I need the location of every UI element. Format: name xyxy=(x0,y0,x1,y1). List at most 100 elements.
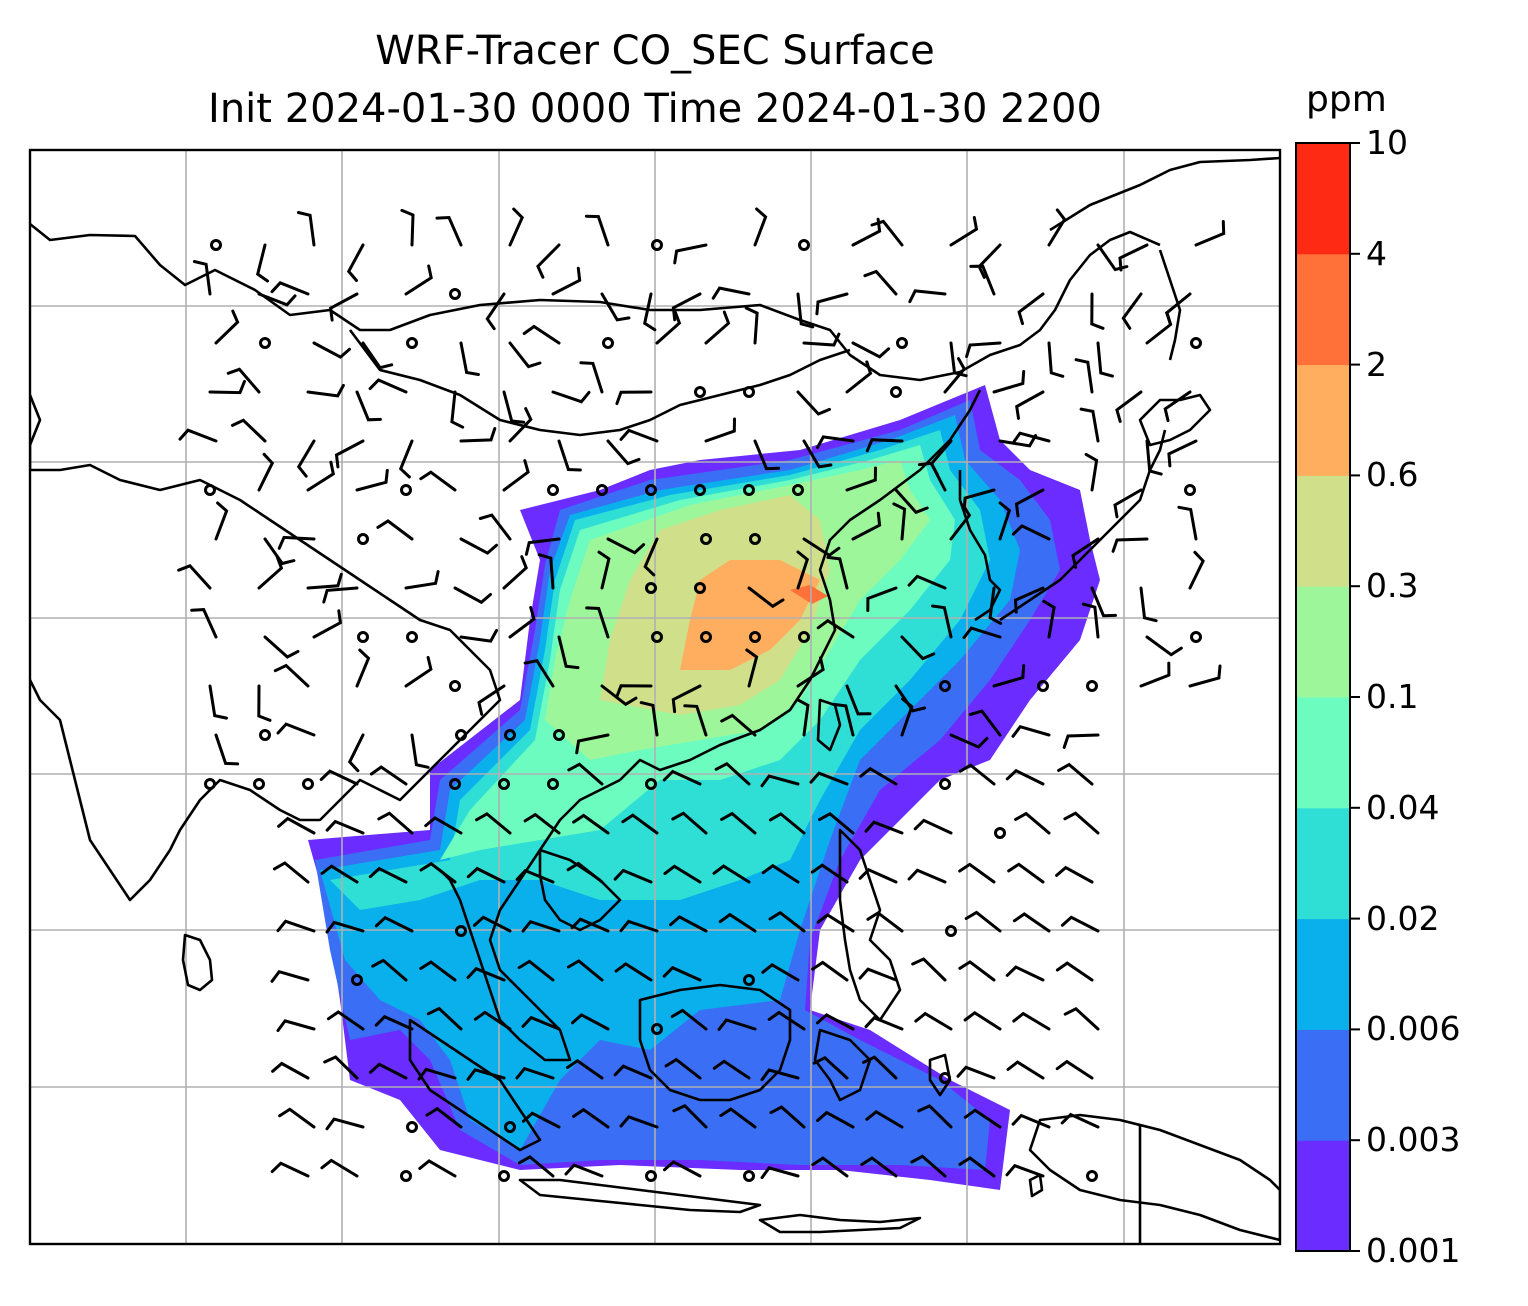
wind-barb xyxy=(296,439,316,478)
wind-barb xyxy=(466,1068,506,1081)
wind-barb xyxy=(459,537,498,555)
wind-barb xyxy=(747,586,785,609)
wind-barb xyxy=(962,626,1002,640)
wind-barb-calm xyxy=(302,778,314,790)
wind-barb xyxy=(860,1156,898,1178)
wind-barb xyxy=(208,684,228,720)
coast-indochina xyxy=(439,778,621,1062)
wind-barb-calm xyxy=(645,484,657,496)
wind-barb xyxy=(655,310,682,345)
wind-barb xyxy=(992,664,1026,688)
wind-barb xyxy=(845,684,872,716)
wind-barb xyxy=(524,537,561,556)
wind-barb-calm xyxy=(504,1121,516,1133)
wind-barb xyxy=(371,958,408,982)
wind-barb xyxy=(517,959,555,982)
wind-barb xyxy=(1145,635,1183,657)
wind-barb xyxy=(619,1115,659,1129)
wind-barb-calm xyxy=(694,582,706,594)
wind-barb xyxy=(662,965,702,982)
wind-barb xyxy=(671,292,702,322)
colorbar-segment xyxy=(1296,918,1350,1030)
wind-barb xyxy=(263,537,296,566)
wind-barb xyxy=(435,215,463,247)
wind-barb xyxy=(845,360,873,394)
wind-barb-calm xyxy=(455,729,467,741)
wind-barb xyxy=(639,701,659,737)
wind-barb xyxy=(717,1018,757,1031)
wind-barb xyxy=(911,957,947,982)
wind-barb xyxy=(226,367,261,394)
wind-barb xyxy=(521,1111,561,1129)
wind-barb xyxy=(1090,292,1105,330)
colorbar-segment xyxy=(1296,1029,1350,1141)
wind-barb xyxy=(714,761,751,786)
wind-barb xyxy=(231,418,267,443)
wind-barb xyxy=(277,816,316,835)
wind-barb xyxy=(368,866,408,884)
wind-barb xyxy=(796,292,815,329)
wind-barb xyxy=(761,863,800,884)
wind-barb xyxy=(664,1057,702,1080)
wind-barb xyxy=(845,466,877,492)
wind-barb xyxy=(257,292,297,307)
wind-barb xyxy=(796,550,810,590)
wind-barb xyxy=(377,811,414,835)
wind-barb-calm xyxy=(204,778,216,790)
coast-mongolia xyxy=(348,329,851,437)
wind-barb xyxy=(1014,488,1045,518)
wind-barb xyxy=(515,868,555,884)
wind-barb xyxy=(1015,390,1045,420)
wind-barb-calm xyxy=(743,974,755,986)
wind-barb xyxy=(900,697,914,737)
wind-barb xyxy=(323,1055,359,1080)
wind-barb xyxy=(1163,390,1192,423)
colorbar-segment xyxy=(1296,143,1350,255)
wind-barb xyxy=(320,864,359,884)
wind-barb xyxy=(894,684,927,713)
wind-barb xyxy=(769,1105,806,1129)
wind-barb xyxy=(963,1010,1002,1031)
wind-barb xyxy=(1005,1163,1045,1178)
colorbar-unit: ppm xyxy=(1306,79,1387,120)
wind-barb xyxy=(870,219,904,247)
wind-barb-calm xyxy=(210,239,222,251)
wind-barb xyxy=(1096,341,1114,378)
wind-barb xyxy=(745,648,759,688)
wind-barb-calm xyxy=(939,1072,951,1084)
wind-barb-calm xyxy=(547,778,559,790)
wind-barb xyxy=(720,713,757,737)
wind-barb xyxy=(326,1010,365,1031)
wind-barb xyxy=(818,811,855,835)
wind-barb xyxy=(761,962,800,982)
wind-barb xyxy=(1177,505,1198,541)
wind-barb xyxy=(711,286,751,300)
wind-barb xyxy=(1012,912,1051,933)
colorbar-segment xyxy=(1296,364,1350,476)
wind-barb xyxy=(815,292,849,316)
wind-barb xyxy=(585,606,610,639)
coast-philippines xyxy=(838,828,902,1022)
wind-barb xyxy=(1055,961,1094,982)
wind-barb xyxy=(671,811,708,835)
coast-japan-honshu xyxy=(999,429,1167,622)
wind-barb-calm xyxy=(700,631,712,643)
wind-barb xyxy=(263,635,300,659)
wind-barb xyxy=(312,609,343,639)
wind-barb xyxy=(459,427,497,443)
wind-barb xyxy=(536,243,561,279)
wind-barb xyxy=(683,704,708,737)
field-level-7 xyxy=(680,560,820,670)
wind-barb xyxy=(812,1055,849,1080)
wind-barb xyxy=(1145,311,1173,345)
wind-barb-calm xyxy=(651,631,663,643)
wind-barb xyxy=(325,1117,365,1131)
wind-barb xyxy=(619,428,659,443)
colorbar-tick-label: 0.02 xyxy=(1366,898,1440,938)
wind-barb xyxy=(1121,292,1143,330)
wind-barb xyxy=(753,439,780,471)
coast-sulawesi xyxy=(813,1028,872,1102)
wind-barb xyxy=(255,243,269,283)
wind-barb xyxy=(606,439,641,466)
wind-barb xyxy=(346,243,365,282)
